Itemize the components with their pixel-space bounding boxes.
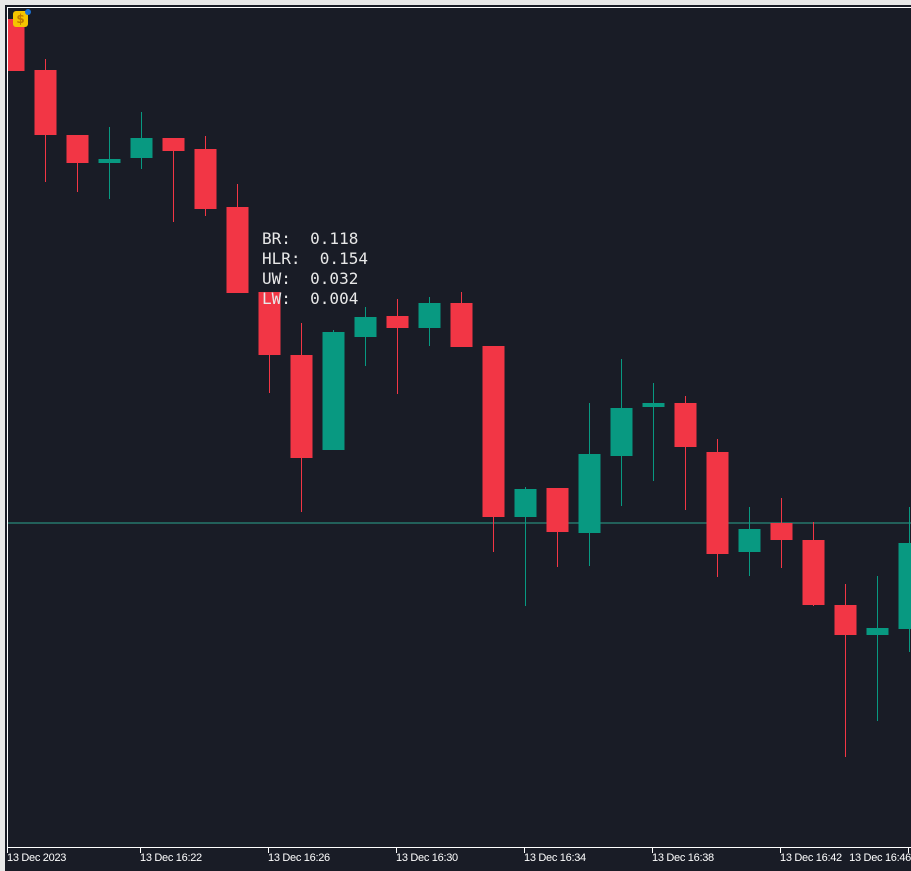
info-br: BR: 0.118 — [262, 229, 359, 248]
time-tick-label: 13 Dec 16:22 — [140, 852, 202, 864]
time-tick — [780, 848, 781, 853]
candle-body-bearish — [450, 303, 473, 347]
info-panel: BR: 0.118 HLR: 0.154 UW: 0.032 LW: 0.004 — [262, 229, 368, 309]
time-axis: 13 Dec 2023 13 Dec 16:22 13 Dec 16:26 13 De… — [7, 847, 911, 871]
candle-body-bullish — [418, 303, 441, 328]
candle-body-bearish — [674, 403, 697, 447]
candle-body-bearish — [386, 316, 409, 328]
time-tick-label: 13 Dec 16:26 — [268, 852, 330, 864]
time-tick — [396, 848, 397, 853]
candle-body-bullish — [578, 454, 601, 533]
candle-body-bearish — [34, 70, 57, 135]
candle-body-bearish — [8, 19, 25, 71]
time-tick — [140, 848, 141, 853]
candle-body-bearish — [482, 346, 505, 517]
candle-body-bullish — [130, 138, 153, 158]
candlestick-chart — [8, 19, 911, 757]
time-tick-label: 13 Dec 16:42 — [780, 852, 842, 864]
badge-dot-icon — [25, 9, 31, 15]
candle-body-bullish — [866, 628, 889, 635]
candle-body-bearish — [770, 523, 793, 540]
candle-body-bullish — [642, 403, 665, 407]
window-left-border — [0, 0, 5, 871]
candle-body-bearish — [194, 149, 217, 209]
candle-body-bearish — [258, 292, 281, 355]
time-tick — [268, 848, 269, 853]
time-tick-label: 13 Dec 16:38 — [652, 852, 714, 864]
candle-body-bullish — [610, 408, 633, 456]
time-tick — [908, 848, 909, 853]
time-tick-label: 13 Dec 2023 — [7, 852, 67, 864]
candle-body-bearish — [834, 605, 857, 635]
time-tick-label: 13 Dec 16:46 — [849, 852, 911, 864]
candle-body-bullish — [898, 543, 911, 629]
candle-body-bullish — [322, 332, 345, 450]
info-uw: UW: 0.032 — [262, 269, 359, 288]
candle-body-bearish — [546, 488, 569, 532]
time-tick — [7, 848, 8, 853]
dollar-badge-icon[interactable]: $ — [13, 11, 28, 27]
candle-body-bullish — [514, 489, 537, 517]
info-lw: LW: 0.004 — [262, 289, 359, 308]
time-tick-label: 13 Dec 16:34 — [524, 852, 586, 864]
time-tick — [524, 848, 525, 853]
candle-body-bearish — [162, 138, 185, 151]
candle-body-bullish — [354, 317, 377, 337]
candle-body-bearish — [706, 452, 729, 554]
info-hlr: HLR: 0.154 — [262, 249, 368, 268]
candle-body-bullish — [98, 159, 121, 163]
candle-body-bearish — [802, 540, 825, 605]
candle-body-bullish — [738, 529, 761, 552]
candle-body-bearish — [66, 135, 89, 163]
time-tick — [652, 848, 653, 853]
candle-body-bearish — [226, 207, 249, 293]
time-tick-label: 13 Dec 16:30 — [396, 852, 458, 864]
window-top-border — [0, 0, 911, 5]
candle-body-bearish — [290, 355, 313, 458]
chart-plot-area[interactable] — [7, 7, 911, 847]
